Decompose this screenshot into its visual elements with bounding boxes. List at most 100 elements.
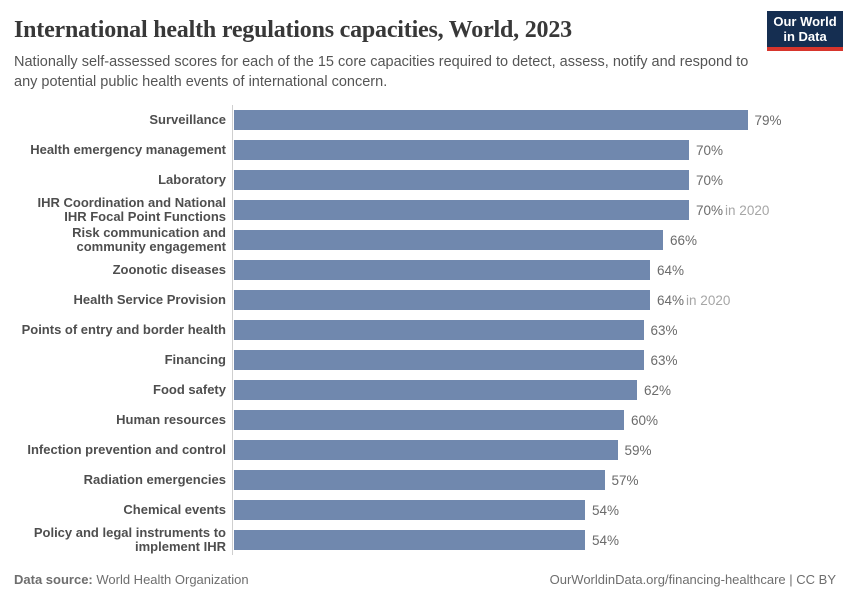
bar-track: 64% <box>232 255 836 286</box>
category-label: Human resources <box>116 412 226 428</box>
bar-track: 57% <box>232 465 836 496</box>
value-label: 79% <box>755 113 782 128</box>
bar[interactable] <box>234 380 637 401</box>
value-label: 64% in 2020 <box>657 293 730 308</box>
value-unit: % <box>672 292 685 308</box>
value-unit: % <box>607 502 620 518</box>
bar-row: Food safety 62% <box>14 375 836 406</box>
value-unit: % <box>626 472 639 488</box>
value-label: 64% <box>657 263 684 278</box>
category-label: Health Service Provision <box>73 292 226 308</box>
bar-row: Health Service Provision 64% in 2020 <box>14 285 836 316</box>
category-label: Food safety <box>153 382 226 398</box>
value-label: 70% <box>696 143 723 158</box>
category-label: Radiation emergencies <box>83 472 226 488</box>
value-unit: % <box>672 262 685 278</box>
bar-track: 54% <box>232 525 836 556</box>
bar[interactable] <box>234 110 748 131</box>
chart-subtitle: Nationally self-assessed scores for each… <box>14 54 749 91</box>
category-label: Health emergency management <box>30 142 226 158</box>
category-label: Laboratory <box>158 172 226 188</box>
owid-logo-line2: in Data <box>783 29 827 44</box>
value-number: 64 <box>657 262 673 278</box>
value-unit: % <box>711 142 724 158</box>
data-source: Data source: World Health Organization <box>14 572 249 587</box>
value-unit: % <box>711 202 724 218</box>
value-label: 63% <box>651 323 678 338</box>
bar-row: Points of entry and border health 63% <box>14 315 836 346</box>
bar-row: Financing 63% <box>14 345 836 376</box>
category-label: Financing <box>164 352 226 368</box>
value-number: 60 <box>631 412 647 428</box>
bar[interactable] <box>234 260 650 281</box>
value-unit: % <box>646 412 659 428</box>
bar[interactable] <box>234 470 605 491</box>
value-unit: % <box>659 382 672 398</box>
value-unit: % <box>639 442 652 458</box>
value-label: 70% in 2020 <box>696 203 769 218</box>
chart-header: International health regulations capacit… <box>14 11 843 92</box>
bar[interactable] <box>234 170 689 191</box>
bar[interactable] <box>234 320 644 341</box>
value-number: 62 <box>644 382 660 398</box>
bar-row: Risk communication and community engagem… <box>14 225 836 256</box>
bar-chart: Surveillance 79% Health emergency manageme… <box>14 105 836 556</box>
bar-track: 64% in 2020 <box>232 285 836 316</box>
bar-row: IHR Coordination and National IHR Focal … <box>14 195 836 226</box>
owid-logo-line1: Our World <box>773 13 837 29</box>
bar-row: Radiation emergencies 57% <box>14 465 836 496</box>
value-number: 54 <box>592 532 608 548</box>
bar-track: 70% in 2020 <box>232 195 836 226</box>
value-unit: % <box>665 352 678 368</box>
category-label: Infection prevention and control <box>27 442 226 458</box>
bar-track: 59% <box>232 435 836 466</box>
data-source-value: World Health Organization <box>92 572 249 587</box>
bar[interactable] <box>234 500 585 521</box>
owid-logo[interactable]: Our World in Data <box>767 11 843 51</box>
category-label: Chemical events <box>123 502 226 518</box>
value-label: 63% <box>651 353 678 368</box>
bar-row: Infection prevention and control 59% <box>14 435 836 466</box>
value-number: 70 <box>696 172 712 188</box>
category-label: Zoonotic diseases <box>112 262 226 278</box>
value-annotation: in 2020 <box>686 292 731 308</box>
value-unit: % <box>685 232 698 248</box>
bar-track: 60% <box>232 405 836 436</box>
attribution-link[interactable]: OurWorldinData.org/financing-healthcare … <box>549 572 836 587</box>
bar-track: 70% <box>232 135 836 166</box>
bar-track: 62% <box>232 375 836 406</box>
bar-row: Policy and legal instruments to implemen… <box>14 525 836 556</box>
bar[interactable] <box>234 440 618 461</box>
value-label: 54% <box>592 503 619 518</box>
bar-track: 79% <box>232 105 836 136</box>
value-number: 54 <box>592 502 608 518</box>
bar[interactable] <box>234 230 663 251</box>
bar[interactable] <box>234 530 585 551</box>
bar[interactable] <box>234 290 650 311</box>
chart-footer: Data source: World Health Organization O… <box>14 572 836 587</box>
value-unit: % <box>769 112 782 128</box>
bar[interactable] <box>234 410 624 431</box>
bar-row: Human resources 60% <box>14 405 836 436</box>
value-number: 64 <box>657 292 673 308</box>
value-unit: % <box>665 322 678 338</box>
value-unit: % <box>711 172 724 188</box>
bar[interactable] <box>234 140 689 161</box>
category-label: Policy and legal instruments to implemen… <box>33 525 226 555</box>
value-number: 63 <box>650 352 666 368</box>
bar-track: 63% <box>232 345 836 376</box>
bar[interactable] <box>234 200 689 221</box>
bar-track: 63% <box>232 315 836 346</box>
value-number: 63 <box>650 322 666 338</box>
bar-track: 66% <box>232 225 836 256</box>
value-label: 70% <box>696 173 723 188</box>
bar-row: Zoonotic diseases 64% <box>14 255 836 286</box>
chart-title: International health regulations capacit… <box>14 17 572 43</box>
value-label: 62% <box>644 383 671 398</box>
bar[interactable] <box>234 350 644 371</box>
value-annotation: in 2020 <box>725 202 770 218</box>
bar-track: 70% <box>232 165 836 196</box>
value-label: 54% <box>592 533 619 548</box>
value-label: 60% <box>631 413 658 428</box>
